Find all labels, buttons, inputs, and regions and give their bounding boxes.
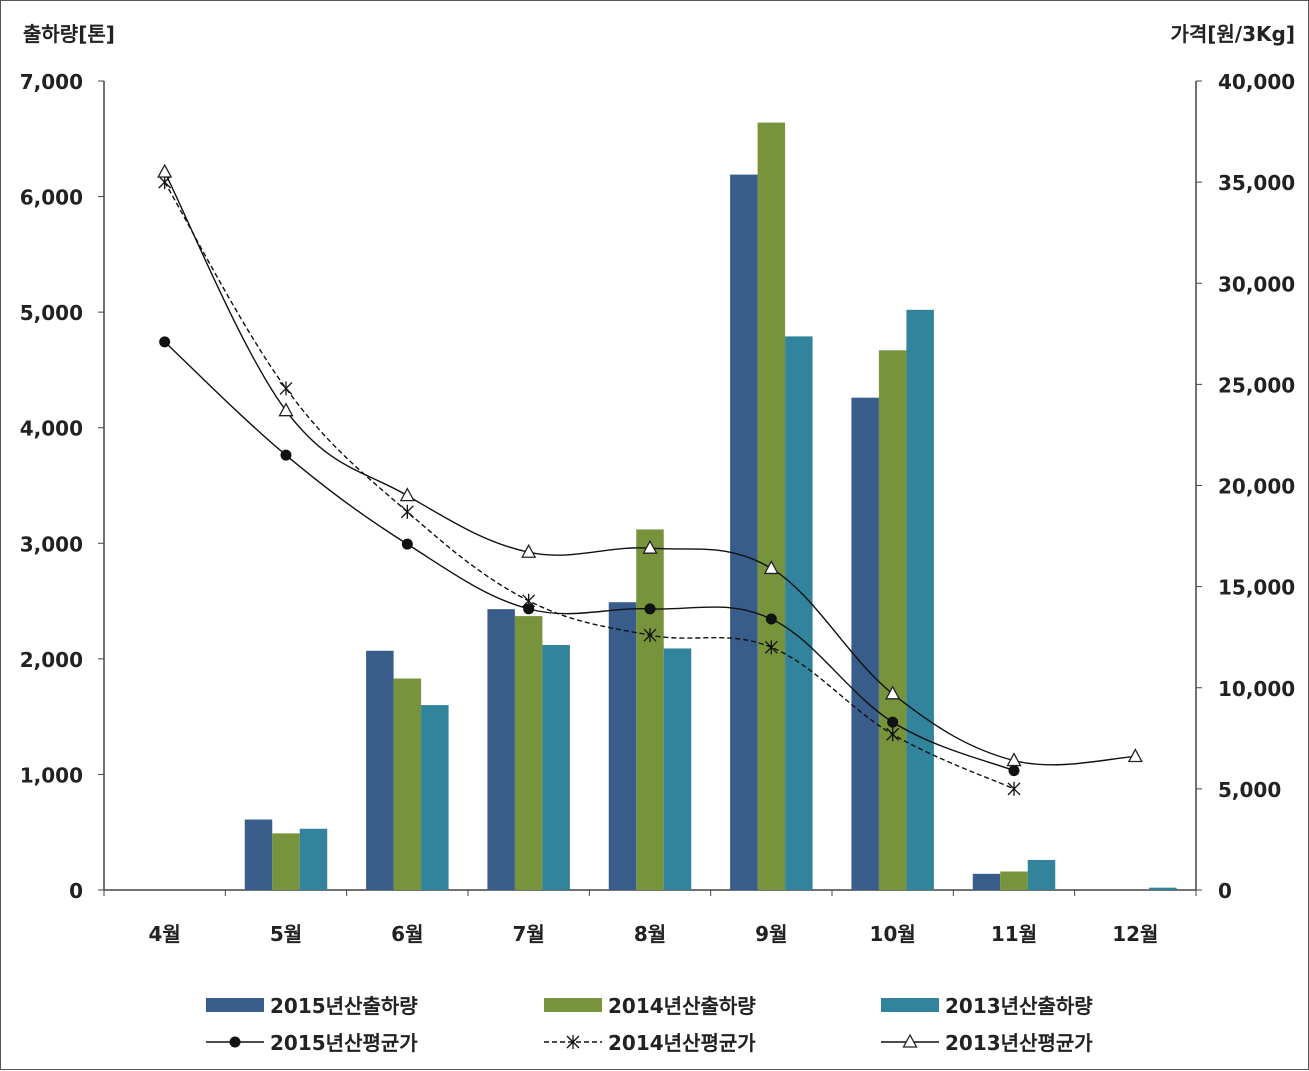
line-3-point <box>885 685 901 700</box>
bar-1-2 <box>244 819 273 890</box>
line-3-point <box>642 539 658 554</box>
legend: 2015년산출하량 2014년산출하량 2013년산출하량 2015년산평균가 2014… <box>206 994 1093 1055</box>
category-label: 6월 <box>391 922 423 946</box>
line-3-point <box>1127 748 1143 763</box>
right-tick-label: 35,000 <box>1218 171 1295 195</box>
line-series-1 <box>164 341 1015 772</box>
bar-1-7 <box>851 397 879 890</box>
line-1-point <box>401 538 413 550</box>
bar-2-4 <box>514 616 543 890</box>
right-axis-title: 가격[원/3Kg] <box>1170 22 1295 46</box>
bar-2-8 <box>1000 871 1028 890</box>
line-1-point <box>765 613 777 625</box>
right-tick-label: 0 <box>1218 879 1232 903</box>
right-tick-label: 5,000 <box>1218 778 1281 802</box>
right-tick-label: 25,000 <box>1218 373 1295 397</box>
category-label: 9월 <box>755 922 787 946</box>
line-2-point <box>886 727 900 742</box>
bar-2-6 <box>757 122 786 890</box>
right-tick-label: 20,000 <box>1218 475 1295 499</box>
line-1-point <box>887 716 899 728</box>
bar-2-3 <box>393 678 422 890</box>
legend-swatch-bar <box>206 998 264 1012</box>
bar-3-2 <box>299 828 328 890</box>
line-1-point <box>159 336 171 348</box>
left-tick-label: 0 <box>69 879 83 903</box>
legend-swatch-bar <box>544 998 602 1012</box>
category-labels: 4월 5월 6월 7월 8월 9월 10월 11월 12월 <box>149 922 1159 946</box>
bar-3-9 <box>1149 887 1177 890</box>
price-lines <box>157 163 1143 796</box>
bar-1-3 <box>366 650 394 890</box>
bar-3-5 <box>663 648 692 890</box>
right-tick-label: 10,000 <box>1218 677 1295 701</box>
category-label: 4월 <box>149 922 181 946</box>
category-label: 12월 <box>1112 922 1158 946</box>
category-label: 5월 <box>270 922 302 946</box>
left-tick-label: 4,000 <box>20 417 83 441</box>
bar-3-8 <box>1027 859 1056 890</box>
left-tick-label: 5,000 <box>20 301 83 325</box>
line-3-point <box>521 543 537 558</box>
left-tick-label: 2,000 <box>20 648 83 672</box>
bar-3-7 <box>906 309 934 890</box>
line-2-point <box>522 593 536 608</box>
line-2-point <box>279 381 293 396</box>
left-tick-label: 7,000 <box>20 70 83 94</box>
left-axis-title: 출하량[톤] <box>23 22 115 46</box>
line-1-point <box>1008 765 1020 777</box>
right-tick-label: 30,000 <box>1218 272 1295 296</box>
left-tick-label: 6,000 <box>20 186 83 210</box>
line-1-point <box>280 449 292 461</box>
legend-marker <box>229 1036 241 1048</box>
line-3-point <box>157 163 173 178</box>
line-series-2 <box>164 181 1015 790</box>
bar-3-6 <box>785 336 813 891</box>
bar-1-4 <box>487 609 515 890</box>
right-tick-label: 15,000 <box>1218 576 1295 600</box>
line-3-point <box>763 560 779 575</box>
legend-label: 2014년산평균가 <box>608 1031 756 1055</box>
line-2-point <box>643 628 657 643</box>
axes: 0 1,000 2,000 3,000 4,000 5,000 6,000 7,000 0 5,0… <box>20 70 1295 903</box>
left-tick-label: 1,000 <box>20 763 83 787</box>
left-tick-label: 3,000 <box>20 532 83 556</box>
bar-2-7 <box>878 350 907 890</box>
legend-label: 2015년산평균가 <box>270 1031 418 1055</box>
line-2-point <box>764 640 778 655</box>
legend-marker <box>566 1035 580 1049</box>
category-label: 10월 <box>870 922 916 946</box>
bar-1-6 <box>730 174 758 890</box>
line-2-point <box>400 504 414 519</box>
bar-2-2 <box>272 833 300 890</box>
legend-label: 2013년산출하량 <box>945 994 1093 1018</box>
legend-label: 2015년산출하량 <box>270 994 418 1018</box>
category-label: 8월 <box>634 922 666 946</box>
line-3-point <box>278 402 294 417</box>
bar-2-5 <box>636 529 664 890</box>
line-3-point <box>399 487 415 502</box>
right-tick-label: 40,000 <box>1218 70 1295 94</box>
line-3-point <box>1006 752 1022 767</box>
legend-label: 2014년산출하량 <box>608 994 756 1018</box>
bars <box>244 122 1177 891</box>
bar-1-8 <box>972 873 1001 890</box>
bar-1-5 <box>608 602 637 890</box>
bar-3-4 <box>542 644 570 890</box>
bar-3-3 <box>421 705 449 890</box>
line-1-point <box>644 603 656 615</box>
line-2-point <box>1007 781 1021 796</box>
legend-label: 2013년산평균가 <box>945 1031 1093 1055</box>
legend-swatch-bar <box>881 998 939 1012</box>
category-label: 7월 <box>513 922 545 946</box>
legend-marker <box>902 1033 918 1048</box>
line-1-point <box>523 603 535 615</box>
category-label: 11월 <box>991 922 1037 946</box>
